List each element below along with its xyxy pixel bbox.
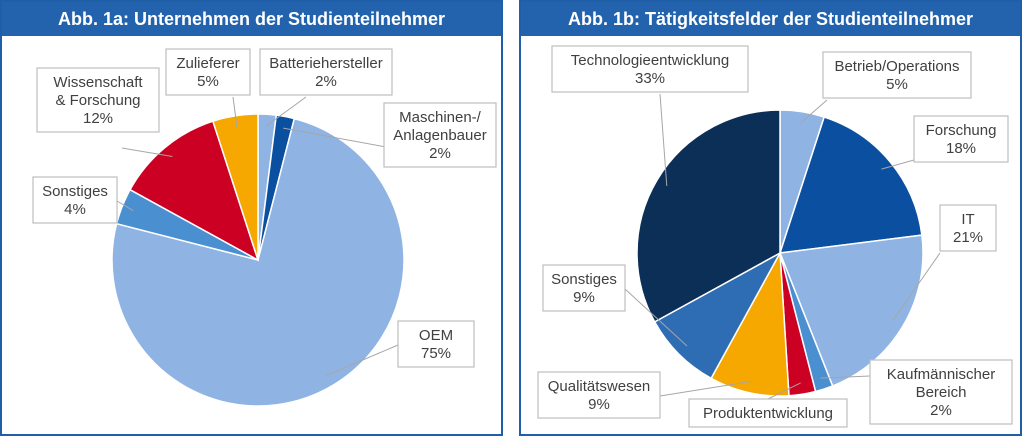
label-line: Kaufmännischer (887, 366, 995, 383)
label-line: Forschung (926, 122, 997, 139)
label-box (869, 359, 1013, 425)
label-box (259, 48, 393, 96)
label-line: Wissenschaft (53, 74, 143, 91)
leader-line-qualit-tswesen (659, 380, 752, 397)
label-line: OEM (419, 327, 453, 344)
pie-slice-technologieentwicklung (636, 109, 781, 323)
data-label-produktentwicklung: Produktentwicklung (688, 398, 848, 428)
leader-line-it (892, 252, 941, 321)
chart-panel-unternehmen: Abb. 1a: Unternehmen der Studienteilnehm… (0, 0, 503, 436)
label-line: Batteriehersteller (269, 55, 382, 72)
pie-chart-unternehmen: Batteriehersteller2%Maschinen-/Anlagenba… (32, 48, 497, 407)
label-box (913, 115, 1009, 163)
leader-line-batteriehersteller (266, 96, 307, 127)
leader-line-sonstiges (624, 288, 688, 347)
label-line: 2% (930, 402, 952, 419)
label-line: 2% (429, 145, 451, 162)
label-box (822, 51, 972, 99)
leader-line-betrieb-operations (800, 99, 828, 124)
leader-line-technologieentwicklung (659, 93, 668, 187)
label-box (383, 102, 497, 168)
pie-slice-oem (111, 117, 405, 407)
data-labels: Batteriehersteller2%Maschinen-/Anlagenba… (32, 48, 497, 377)
leader-line-forschung (881, 159, 915, 170)
label-line: Zulieferer (176, 55, 239, 72)
label-box (542, 264, 626, 312)
label-line: 12% (83, 110, 113, 127)
label-box (36, 67, 160, 133)
pie-slices (111, 113, 405, 407)
label-box (32, 176, 118, 224)
label-line: 5% (197, 73, 219, 90)
pie-slice-qualit-tswesen (710, 250, 790, 397)
label-line: 75% (421, 345, 451, 362)
chart-title: Abb. 1b: Tätigkeitsfelder der Studientei… (521, 2, 1020, 36)
pie-slice-wissenschaft-forschung (129, 120, 260, 262)
label-line: Betrieb/Operations (834, 58, 959, 75)
pie-slice-it (778, 234, 924, 387)
label-line: Qualitätswesen (548, 378, 651, 395)
leader-line-oem (326, 344, 399, 377)
label-line: 4% (64, 201, 86, 218)
chart-panel-taetigkeitsfelder: Abb. 1b: Tätigkeitsfelder der Studientei… (519, 0, 1022, 436)
leader-line-produktentwicklung (767, 382, 801, 400)
label-box (939, 204, 997, 252)
leader-line-zulieferer (232, 96, 238, 128)
label-line: 9% (573, 289, 595, 306)
pie-slice-forschung (778, 116, 923, 254)
label-box (688, 398, 848, 428)
leader-line-sonstiges (116, 200, 134, 212)
label-line: 21% (953, 229, 983, 246)
label-line: Anlagenbauer (393, 127, 486, 144)
label-box (165, 48, 251, 96)
leader-line-kaufm-nnischer-bereich (820, 375, 871, 379)
label-line: 5% (886, 76, 908, 93)
label-line: IT (961, 211, 974, 228)
label-line: Maschinen-/ (399, 109, 482, 126)
label-line: Produktentwicklung (703, 405, 833, 422)
label-line: 18% (946, 140, 976, 157)
pie-slices (636, 109, 924, 397)
label-box (551, 45, 749, 93)
label-line: Sonstiges (42, 183, 108, 200)
label-line: & Forschung (55, 92, 140, 109)
label-box (397, 320, 475, 368)
chart-title: Abb. 1a: Unternehmen der Studienteilnehm… (2, 2, 501, 36)
label-line: Sonstiges (551, 271, 617, 288)
leader-line-maschinen-anlagenbauer (283, 127, 387, 148)
label-line: 2% (315, 73, 337, 90)
label-box (537, 371, 661, 419)
label-line: 9% (588, 396, 610, 413)
label-line: Bereich (916, 384, 967, 401)
label-line: 33% (635, 70, 665, 87)
label-line: Technologieentwicklung (571, 52, 729, 69)
pie-slice-sonstiges (653, 251, 782, 380)
leader-line-wissenschaft-forschung (121, 147, 173, 157)
